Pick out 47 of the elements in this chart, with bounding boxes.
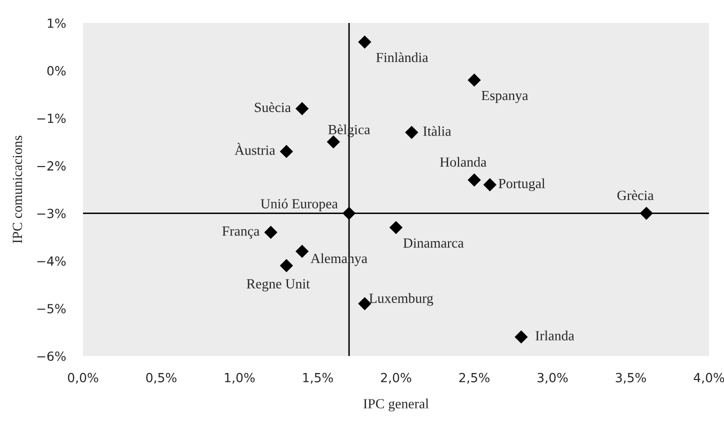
point xyxy=(280,144,294,158)
point xyxy=(264,226,278,239)
y-tick-label: −4% xyxy=(37,256,66,266)
x-tick-label: 2,0% xyxy=(381,372,412,384)
y-tick-label: −2% xyxy=(37,161,66,171)
point xyxy=(296,102,309,116)
x-axis-title: IPC general xyxy=(364,398,429,412)
y-tick-label: −6% xyxy=(37,351,66,361)
annotation: Espanya xyxy=(482,90,528,104)
x-tick-label: 0,0% xyxy=(68,372,98,384)
annotation: Àustria xyxy=(234,142,276,155)
annotation: Regne Unit xyxy=(246,279,310,292)
point xyxy=(514,330,528,344)
point xyxy=(358,35,372,49)
y-tick-label: −3% xyxy=(37,208,66,218)
annotation: Luxemburg xyxy=(369,293,434,306)
x-tick-label: 3,5% xyxy=(616,372,646,384)
annotation: Dinamarca xyxy=(403,238,464,248)
annotation: França xyxy=(222,226,260,239)
y-tick-label: −1% xyxy=(37,114,66,124)
point xyxy=(468,74,481,87)
annotation: Itàlia xyxy=(423,126,452,136)
x-tick-label: 0,5% xyxy=(146,372,176,384)
point xyxy=(483,178,496,192)
x-tick-label: 4,0% xyxy=(694,372,724,384)
point xyxy=(405,126,418,139)
annotation: Finlàndia xyxy=(376,52,428,62)
point xyxy=(389,220,403,234)
x-tick-label: 1,5% xyxy=(303,372,333,384)
y-tick-label: −5% xyxy=(37,304,66,314)
point xyxy=(296,244,309,258)
annotation: Grècia xyxy=(617,190,654,200)
y-tick-label: 1% xyxy=(48,18,66,28)
point xyxy=(280,259,294,272)
annotation: Portugal xyxy=(498,178,546,192)
y-axis-title: IPC comunicacions xyxy=(12,136,22,244)
annotation: Holanda xyxy=(440,157,486,167)
point xyxy=(342,206,356,220)
x-tick-label: 1,0% xyxy=(224,372,255,384)
y-tick-label: 0% xyxy=(47,66,66,76)
annotation: Irlanda xyxy=(536,330,574,340)
x-tick-label: 3,0% xyxy=(538,372,568,384)
point xyxy=(640,206,653,220)
point xyxy=(468,173,481,187)
annotation: Unió Europea xyxy=(260,198,338,212)
x-tick-label: 2,5% xyxy=(459,372,490,384)
annotation: Suècia xyxy=(254,102,291,112)
